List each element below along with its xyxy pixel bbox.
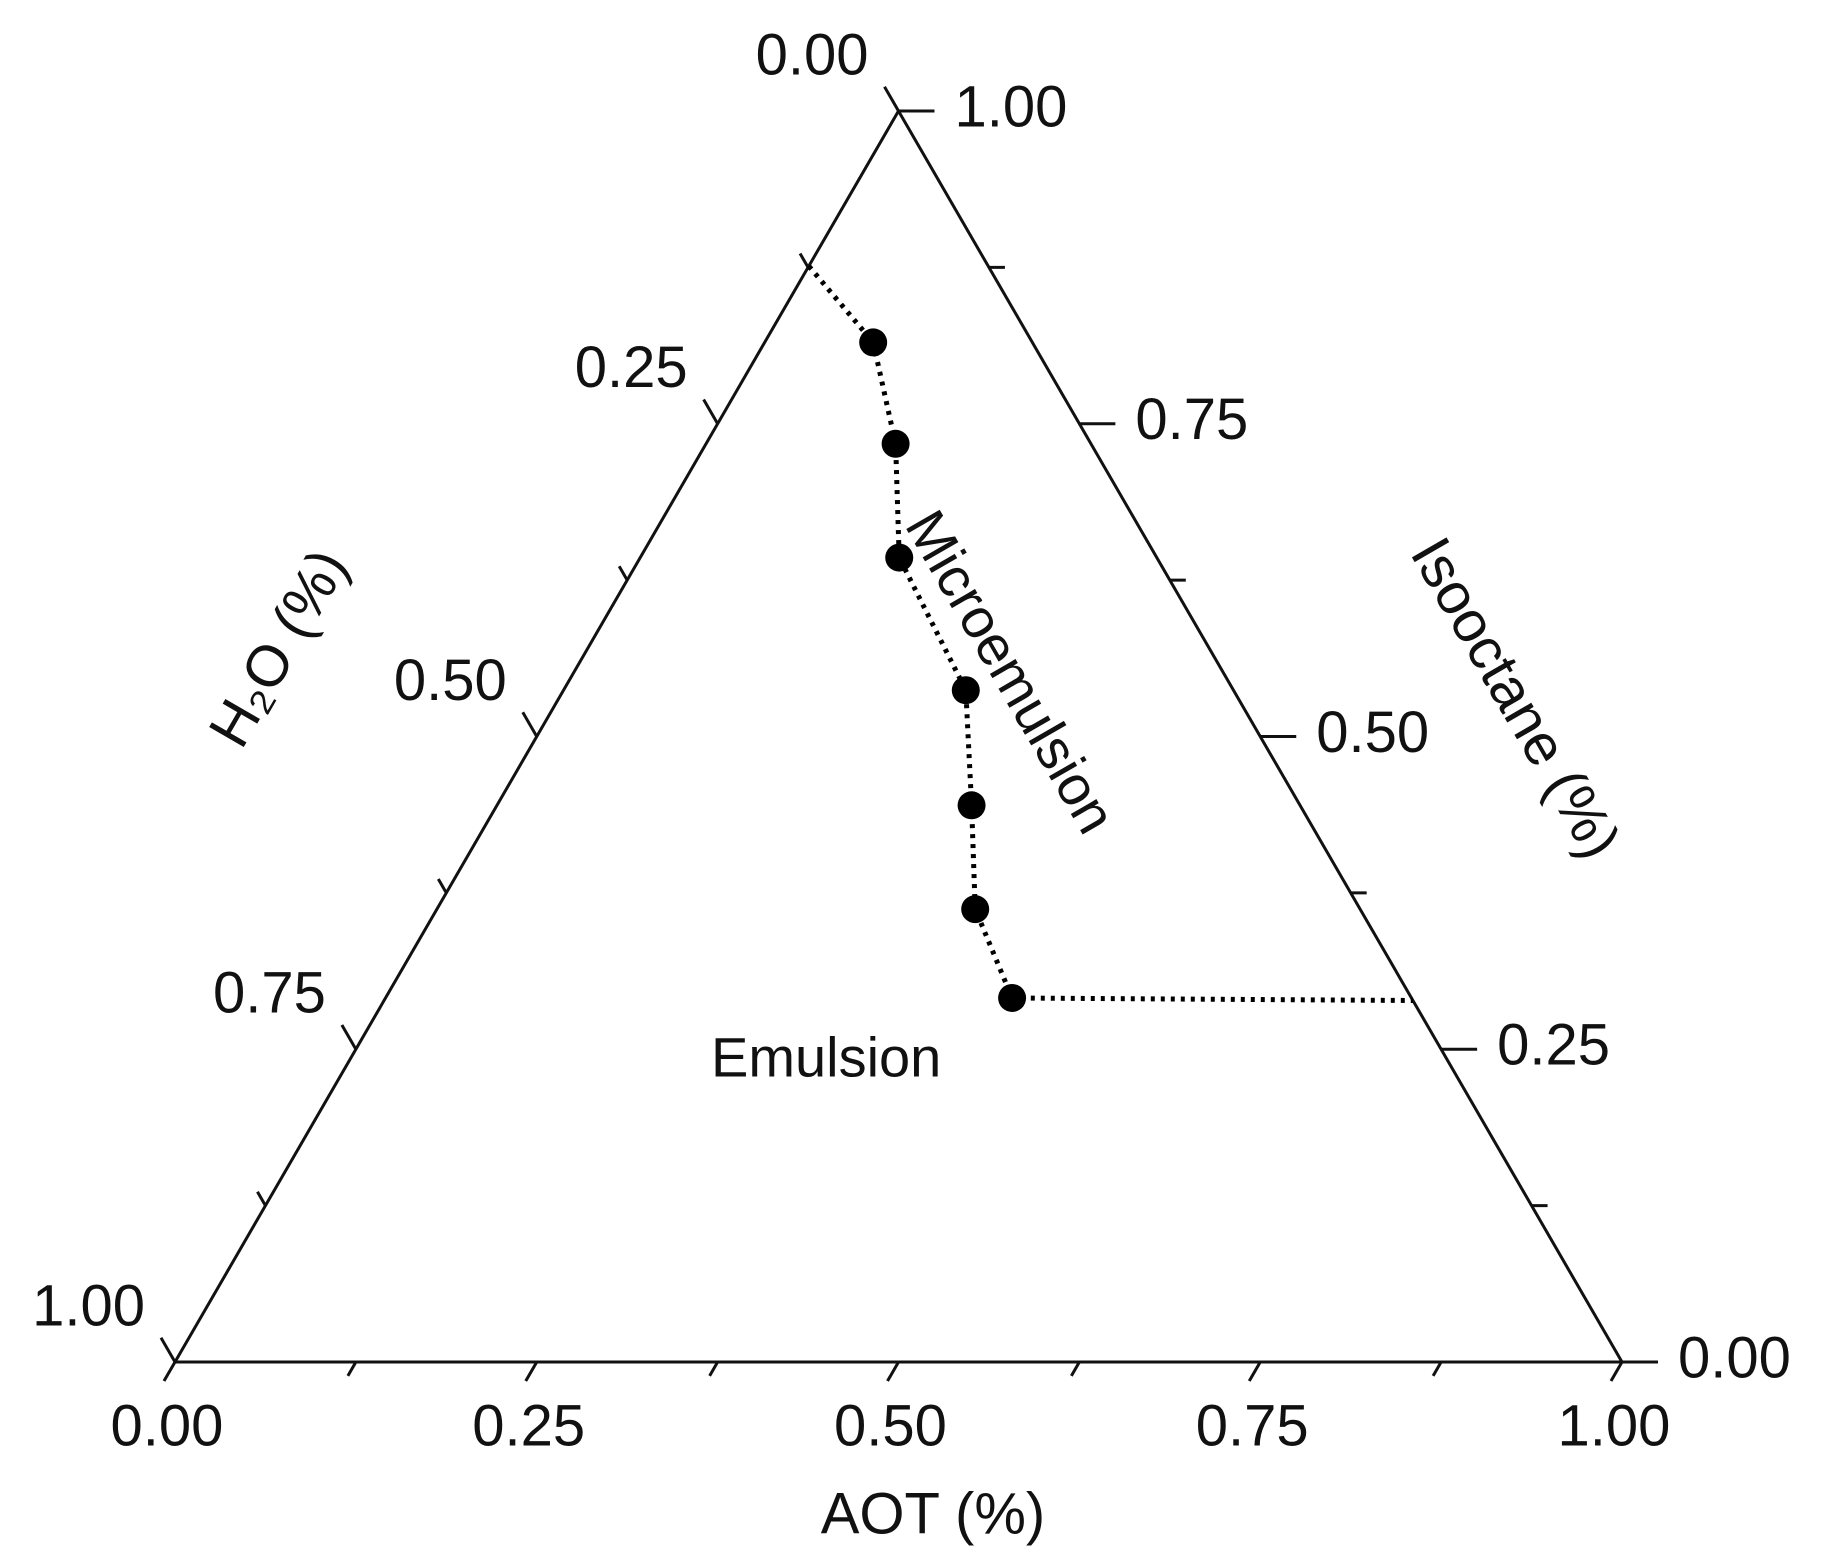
data-point <box>961 895 990 924</box>
tick-label: 0.75 <box>1135 387 1248 452</box>
tick-label: 0.25 <box>1497 1013 1610 1078</box>
tick-mark <box>883 86 900 112</box>
boundary-line <box>806 264 1413 1003</box>
minor-tick <box>708 1361 719 1377</box>
axis-title: H₂O (%) <box>196 538 360 757</box>
tick-label: 0.75 <box>213 961 326 1026</box>
minor-tick <box>617 565 629 581</box>
tick-label: 0.75 <box>1196 1393 1309 1458</box>
data-point <box>951 676 980 705</box>
tick-label: 0.50 <box>834 1393 947 1458</box>
tick-label: 0.00 <box>756 22 869 87</box>
axis-title: Isooctane (%) <box>1398 527 1633 869</box>
annotation: Emulsion <box>711 1026 941 1089</box>
tick-mark <box>340 1024 358 1051</box>
tick-mark <box>1247 1361 1262 1382</box>
data-point <box>957 791 986 820</box>
tick-label: 1.00 <box>1558 1393 1671 1458</box>
tick-label: 0.25 <box>472 1393 585 1458</box>
tick-label: 0.50 <box>1316 700 1429 765</box>
annotation: Microemulsion <box>894 500 1129 844</box>
data-point <box>998 983 1027 1012</box>
tick-label: 0.00 <box>1678 1325 1791 1390</box>
tick-mark <box>524 1361 539 1382</box>
minor-tick <box>1070 1361 1081 1377</box>
minor-tick <box>437 878 448 894</box>
tick-mark <box>886 1361 900 1382</box>
tick-label: 0.25 <box>575 335 688 400</box>
tick-label: 0.00 <box>111 1393 224 1458</box>
tick-mark <box>159 1337 177 1363</box>
tick-mark <box>1609 1361 1624 1382</box>
tick-label: 1.00 <box>955 74 1068 139</box>
data-point <box>881 429 910 458</box>
tick-label: 0.50 <box>394 648 507 713</box>
minor-tick <box>798 252 810 269</box>
axis-title: AOT (%) <box>821 1481 1046 1546</box>
data-point <box>859 328 888 357</box>
minor-tick <box>1431 1361 1443 1377</box>
minor-tick <box>256 1191 267 1207</box>
data-point <box>885 543 914 572</box>
tick-label: 1.00 <box>32 1273 145 1338</box>
tick-mark <box>702 398 719 425</box>
tick-mark <box>521 711 539 738</box>
tick-mark <box>162 1361 177 1382</box>
minor-tick <box>346 1361 358 1377</box>
